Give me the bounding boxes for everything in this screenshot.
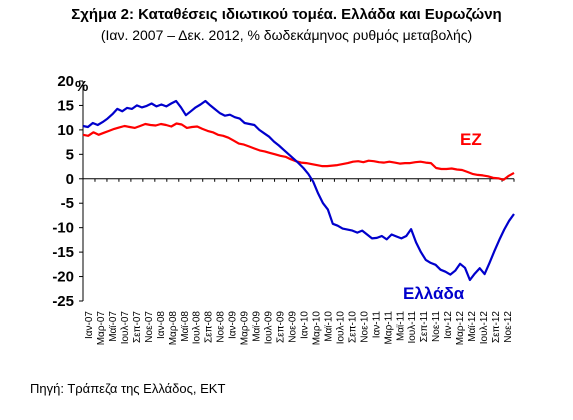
- y-tick-label: 10: [57, 122, 74, 139]
- x-tick-label: Σεπ-08: [204, 311, 215, 343]
- y-tick-label: 15: [57, 97, 74, 114]
- series-label-greece: Ελλάδα: [403, 284, 465, 303]
- series-label-ez: EZ: [460, 130, 482, 149]
- x-tick-label: Νοε-11: [431, 311, 442, 342]
- y-tick-label: -25: [52, 293, 74, 310]
- x-tick-label: Μαρ-11: [383, 311, 394, 345]
- x-tick-label: Νοε-10: [359, 311, 370, 343]
- x-tick-label: Ιουλ-09: [264, 311, 275, 345]
- x-tick-label: Ιουλ-12: [479, 311, 490, 345]
- x-tick-label: Σεπ-09: [276, 311, 287, 343]
- y-tick-label: -15: [52, 244, 74, 261]
- source-note: Πηγή: Τράπεζα της Ελλάδος, ΕΚΤ: [30, 381, 226, 396]
- y-tick-label: 0: [66, 171, 74, 188]
- x-tick-label: Ιαν-10: [299, 311, 310, 339]
- x-tick-label: Ιαν-12: [443, 311, 454, 339]
- x-tick-label: Ιαν-08: [156, 311, 167, 339]
- series-group: [82, 99, 515, 282]
- x-tick-label: Ιαν-11: [371, 311, 382, 339]
- x-tick-label: Νοε-07: [144, 311, 155, 343]
- x-tick-label: Σεπ-10: [347, 311, 358, 343]
- y-axis: 20 15 10 5 0 -5 -10 -15 -20 -25: [52, 73, 84, 310]
- x-tick-label: Νοε-12: [503, 311, 514, 343]
- y-tick-label: -10: [52, 220, 74, 237]
- x-tick-label: Ιουλ-11: [407, 311, 418, 344]
- y-tick-label: 20: [57, 73, 74, 90]
- x-tick-label: Μαρ-08: [168, 311, 179, 346]
- x-tick-label: Μαρ-12: [455, 311, 466, 346]
- x-tick-label: Μαρ-10: [311, 311, 322, 346]
- x-tick-label: Μαϊ-11: [395, 311, 406, 341]
- y-axis-label: %: [75, 78, 88, 95]
- x-tick-label: Μαϊ-12: [467, 311, 478, 342]
- x-tick-label: Ιουλ-10: [335, 311, 346, 345]
- y-tick-label: -20: [52, 269, 74, 286]
- x-tick-label: Σεπ-07: [132, 311, 143, 343]
- x-tick-label: Ιουλ-08: [192, 311, 203, 345]
- x-tick-label: Μαρ-09: [240, 311, 251, 346]
- x-tick-label: Μαϊ-08: [180, 311, 191, 342]
- x-tick-label: Σεπ-12: [491, 311, 502, 343]
- x-tick-label: Νοε-08: [216, 311, 227, 343]
- x-tick-label: Ιαν-07: [84, 311, 95, 339]
- x-tick-label: Ιουλ-07: [120, 311, 131, 345]
- series-line-ez: [82, 122, 515, 181]
- x-tick-label: Νοε-09: [288, 311, 299, 343]
- y-tick-label: -5: [61, 195, 74, 212]
- x-tick-label: Σεπ-11: [419, 311, 430, 343]
- y-tick-label: 5: [66, 146, 74, 163]
- series-line-greece: [82, 99, 515, 282]
- x-tick-label: Ιαν-09: [228, 311, 239, 339]
- chart-subtitle: (Ιαν. 2007 – Δεκ. 2012, % δωδεκάμηνος ρυ…: [100, 27, 473, 43]
- x-axis: Ιαν-07 Μαρ-07 Μαϊ-07 Ιουλ-07 Σεπ-07 Νοε-07 Ιαν…: [82, 178, 515, 346]
- x-tick-label: Μαϊ-09: [252, 311, 263, 342]
- x-tick-label: Μαρ-07: [96, 311, 107, 346]
- chart-title: Σχήμα 2: Καταθέσεις ιδιωτικού τομέα. Ελλ…: [71, 6, 502, 23]
- x-tick-label: Μαϊ-07: [108, 311, 119, 342]
- x-tick-label: Μαϊ-10: [323, 311, 334, 342]
